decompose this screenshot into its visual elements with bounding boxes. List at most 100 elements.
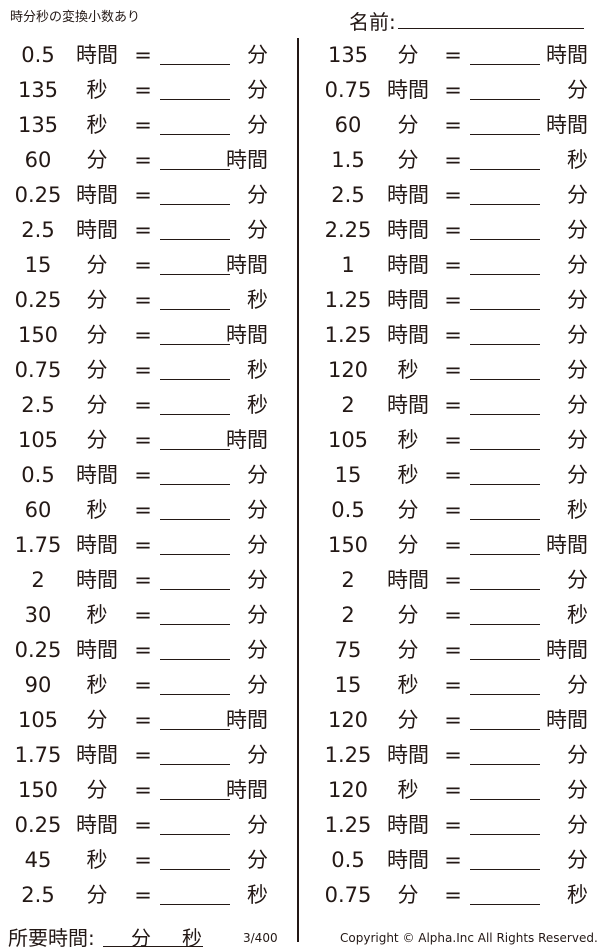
problem-row: 150 分 = 時間 (0, 773, 600, 808)
answer-blank[interactable] (160, 99, 230, 100)
equals-sign: = (134, 883, 152, 907)
time-required-field[interactable] (103, 946, 203, 947)
answer-blank[interactable] (160, 414, 230, 415)
answer-blank[interactable] (470, 729, 540, 730)
answer-blank[interactable] (160, 134, 230, 135)
from-unit: 時間 (387, 288, 429, 312)
answer-blank[interactable] (160, 729, 230, 730)
equals-sign: = (134, 778, 152, 802)
answer-blank[interactable] (160, 64, 230, 65)
answer-blank[interactable] (160, 799, 230, 800)
answer-blank[interactable] (470, 589, 540, 590)
equals-sign: = (444, 218, 462, 242)
equals-sign: = (444, 428, 462, 452)
answer-blank[interactable] (470, 99, 540, 100)
answer-blank[interactable] (470, 484, 540, 485)
equals-sign: = (134, 708, 152, 732)
answer-blank[interactable] (160, 169, 230, 170)
from-unit: 時間 (387, 253, 429, 277)
answer-blank[interactable] (160, 274, 230, 275)
from-unit: 分 (397, 533, 419, 557)
problem-row: 1.75 時間 = 分 (0, 528, 600, 563)
answer-blank[interactable] (470, 904, 540, 905)
problem-row: 90 秒 = 分 (0, 668, 600, 703)
answer-blank[interactable] (160, 554, 230, 555)
answer-blank[interactable] (470, 764, 540, 765)
answer-blank[interactable] (160, 764, 230, 765)
answer-blank[interactable] (160, 484, 230, 485)
target-unit: 分 (567, 358, 588, 382)
equals-sign: = (444, 813, 462, 837)
equals-sign: = (444, 358, 462, 382)
equals-sign: = (444, 253, 462, 277)
from-unit: 時間 (76, 568, 118, 592)
equals-sign: = (444, 603, 462, 627)
target-unit: 分 (567, 393, 588, 417)
answer-blank[interactable] (470, 554, 540, 555)
problem-value: 0.75 (324, 78, 372, 102)
answer-blank[interactable] (470, 799, 540, 800)
equals-sign: = (134, 848, 152, 872)
equals-sign: = (134, 183, 152, 207)
answer-blank[interactable] (160, 204, 230, 205)
from-unit: 分 (397, 43, 419, 67)
answer-blank[interactable] (160, 834, 230, 835)
problem-row: 75 分 = 時間 (0, 633, 600, 668)
answer-blank[interactable] (160, 239, 230, 240)
answer-blank[interactable] (470, 834, 540, 835)
problem-value: 0.25 (14, 638, 62, 662)
name-field[interactable] (398, 28, 584, 29)
target-unit: 分 (247, 218, 268, 242)
answer-blank[interactable] (470, 624, 540, 625)
from-unit: 時間 (387, 393, 429, 417)
answer-blank[interactable] (160, 519, 230, 520)
answer-blank[interactable] (470, 659, 540, 660)
answer-blank[interactable] (470, 414, 540, 415)
answer-blank[interactable] (470, 694, 540, 695)
answer-blank[interactable] (160, 589, 230, 590)
problem-value: 2.5 (21, 393, 55, 417)
answer-blank[interactable] (470, 134, 540, 135)
problem-value: 1.25 (324, 323, 372, 347)
answer-blank[interactable] (160, 659, 230, 660)
from-unit: 時間 (76, 183, 118, 207)
problem-value: 1.75 (14, 743, 62, 767)
answer-blank[interactable] (470, 519, 540, 520)
answer-blank[interactable] (470, 204, 540, 205)
answer-blank[interactable] (470, 344, 540, 345)
from-unit: 秒 (86, 113, 108, 137)
answer-blank[interactable] (470, 169, 540, 170)
problem-row: 0.25 時間 = 分 (0, 633, 600, 668)
answer-blank[interactable] (160, 344, 230, 345)
problem-row: 0.75 時間 = 分 (0, 73, 600, 108)
from-unit: 分 (86, 288, 108, 312)
target-unit: 分 (247, 498, 268, 522)
answer-blank[interactable] (160, 309, 230, 310)
answer-blank[interactable] (160, 869, 230, 870)
equals-sign: = (444, 778, 462, 802)
target-unit: 分 (567, 218, 588, 242)
answer-blank[interactable] (470, 309, 540, 310)
problem-value: 0.25 (14, 288, 62, 312)
answer-blank[interactable] (160, 449, 230, 450)
problem-value: 120 (327, 358, 369, 382)
answer-blank[interactable] (160, 379, 230, 380)
answer-blank[interactable] (470, 274, 540, 275)
answer-blank[interactable] (470, 379, 540, 380)
answer-blank[interactable] (160, 904, 230, 905)
problem-value: 2 (341, 393, 355, 417)
target-unit: 時間 (546, 43, 588, 67)
equals-sign: = (134, 498, 152, 522)
target-unit: 分 (567, 778, 588, 802)
answer-blank[interactable] (470, 869, 540, 870)
answer-blank[interactable] (470, 239, 540, 240)
from-unit: 分 (86, 883, 108, 907)
answer-blank[interactable] (160, 694, 230, 695)
answer-blank[interactable] (160, 624, 230, 625)
answer-blank[interactable] (470, 64, 540, 65)
problem-row: 0.25 分 = 秒 (0, 283, 600, 318)
answer-blank[interactable] (470, 449, 540, 450)
equals-sign: = (444, 638, 462, 662)
equals-sign: = (134, 358, 152, 382)
target-unit: 時間 (546, 533, 588, 557)
